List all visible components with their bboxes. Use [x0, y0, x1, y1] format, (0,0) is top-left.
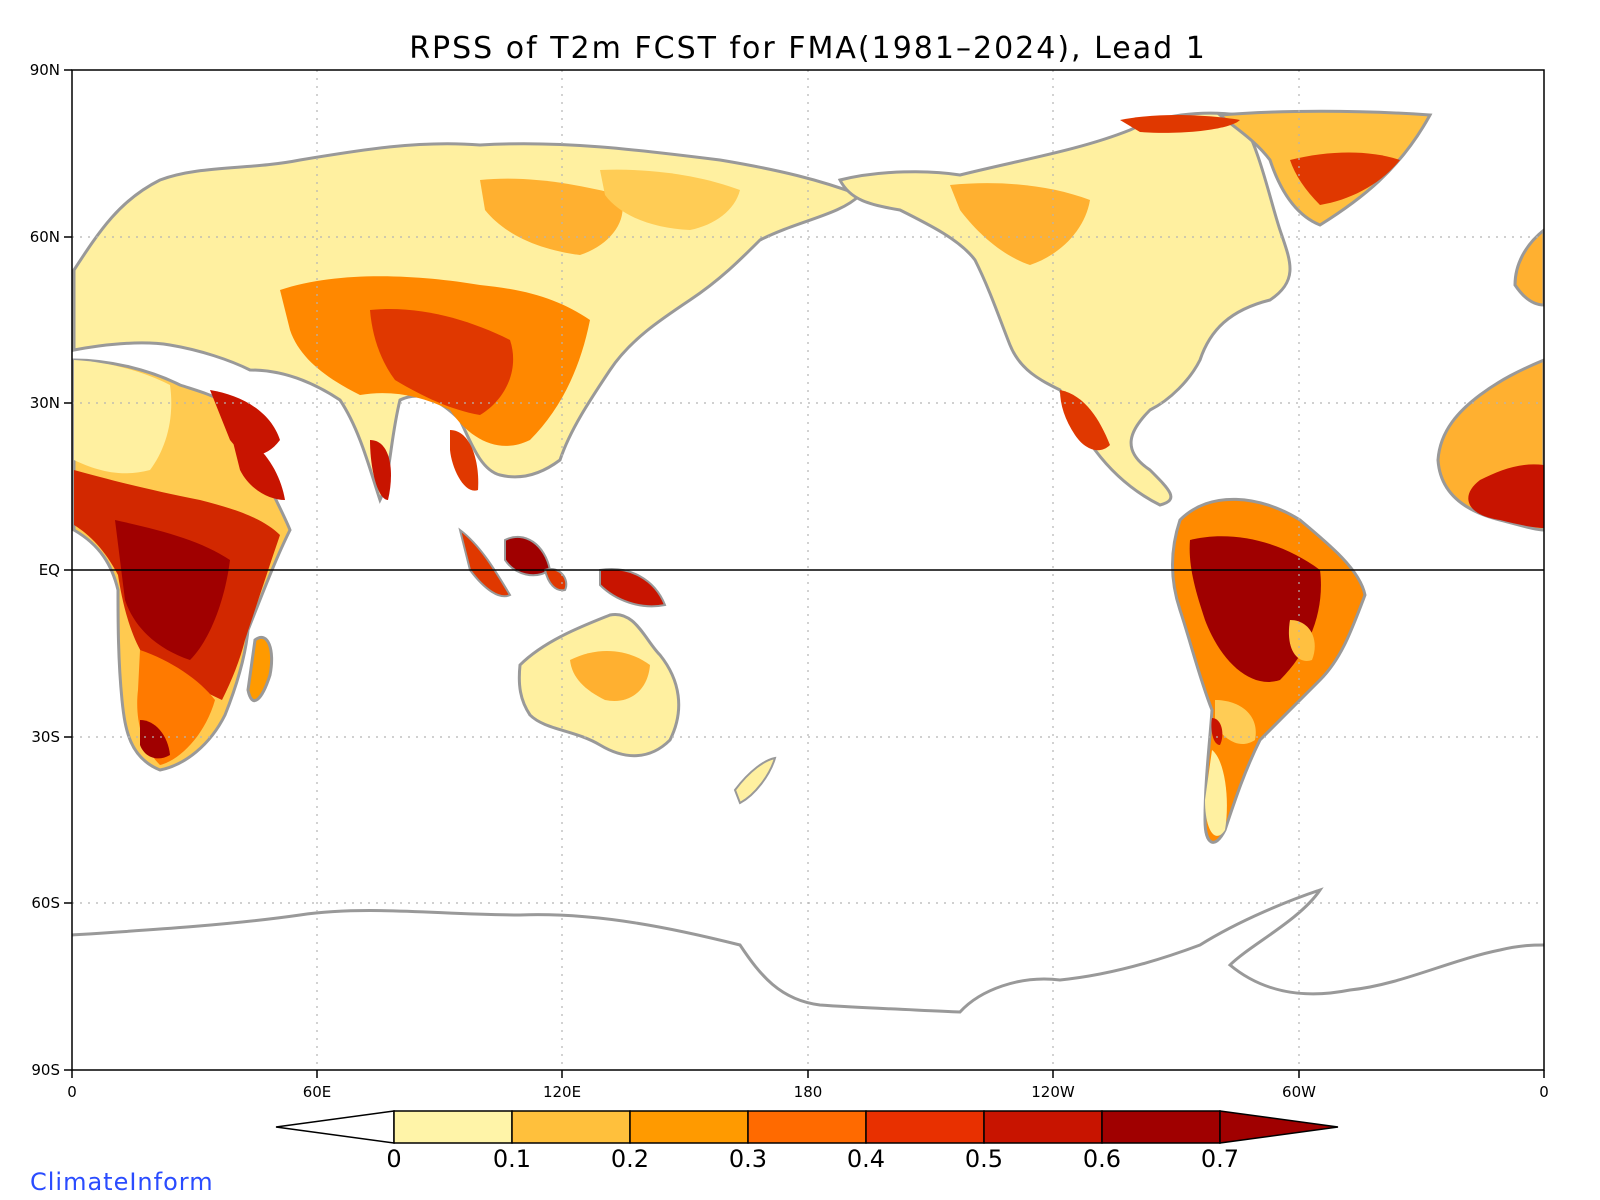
colorbar-tick-label: 0.4 — [847, 1145, 885, 1173]
map-title: RPSS of T2m FCST for FMA(1981–2024), Lea… — [409, 31, 1207, 66]
south-america-region — [1171, 497, 1367, 844]
lon-label: 180 — [794, 1083, 823, 1101]
axis-ticks — [64, 69, 1545, 1078]
grid-lines — [72, 70, 1544, 1070]
longitude-axis: 0 60E 120E 180 120W 60W 0 — [67, 1083, 1549, 1101]
brand-label: ClimateInform — [30, 1168, 214, 1196]
lat-label: 90S — [31, 1061, 60, 1079]
eurasia-region — [72, 142, 863, 504]
lon-label: 0 — [67, 1083, 77, 1101]
colorbar-bin — [511, 1110, 631, 1144]
lat-label: 30S — [31, 728, 60, 746]
lon-label: 60E — [303, 1083, 332, 1101]
colorbar-bin — [629, 1110, 749, 1144]
colorbar-tick-label: 0 — [386, 1145, 401, 1173]
colorbar-bin — [747, 1110, 867, 1144]
antarctica-coastline — [72, 887, 1544, 1014]
colorbar-tick-label: 0.2 — [611, 1145, 649, 1173]
colorbar-bin — [865, 1110, 985, 1144]
colorbar-bin — [393, 1110, 513, 1144]
lon-label: 60W — [1282, 1083, 1316, 1101]
colorbar — [275, 1110, 1339, 1144]
lat-label: 60N — [30, 228, 60, 246]
maritime-continent — [458, 527, 667, 608]
latitude-axis: 90N 60N 30N EQ 30S 60S 90S — [30, 61, 60, 1079]
lat-label: EQ — [39, 561, 60, 579]
lat-label: 60S — [31, 894, 60, 912]
colorbar-tick-label: 0.1 — [493, 1145, 531, 1173]
lon-label: 120W — [1031, 1083, 1075, 1101]
lat-label: 90N — [30, 61, 60, 79]
colorbar-below-triangle — [275, 1110, 395, 1144]
africa-region — [72, 358, 292, 772]
north-america-region — [837, 109, 1433, 507]
colorbar-tick-label: 0.3 — [729, 1145, 767, 1173]
lon-label: 0 — [1539, 1083, 1549, 1101]
plot-area — [72, 70, 1544, 1070]
colorbar-bin — [1101, 1110, 1221, 1144]
australia-region — [517, 613, 777, 805]
lat-label: 30N — [30, 394, 60, 412]
colorbar-above-triangle — [1219, 1110, 1339, 1144]
colorbar-bin — [983, 1110, 1103, 1144]
colorbar-labels: 0 0.1 0.2 0.3 0.4 0.5 0.6 0.7 — [386, 1145, 1239, 1173]
wraparound-africa — [1436, 228, 1544, 532]
colorbar-tick-label: 0.7 — [1201, 1145, 1239, 1173]
colorbar-tick-label: 0.5 — [965, 1145, 1003, 1173]
colorbar-tick-label: 0.6 — [1083, 1145, 1121, 1173]
lon-label: 120E — [543, 1083, 581, 1101]
